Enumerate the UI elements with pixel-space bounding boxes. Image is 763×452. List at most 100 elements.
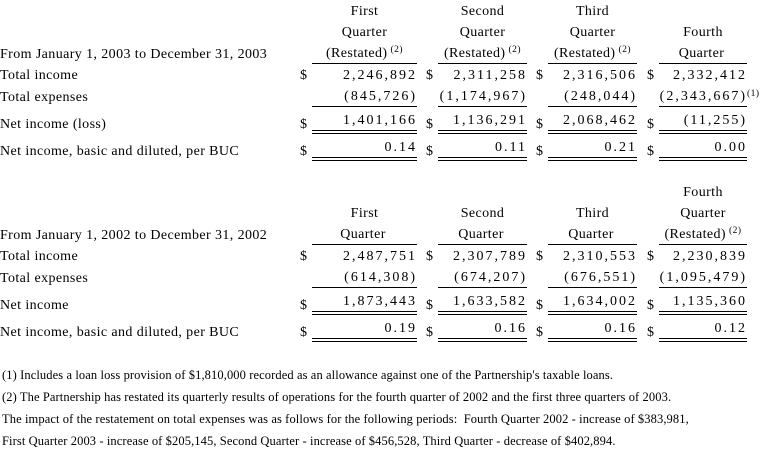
- currency-symbol: $: [647, 68, 654, 83]
- row-label: Total expenses: [0, 90, 89, 105]
- currency-symbol: $: [426, 68, 433, 83]
- amount-value: (2,343,667): [659, 89, 747, 104]
- row-label: Total expenses: [0, 271, 89, 286]
- spacer-cell: [527, 134, 536, 161]
- currency-symbol: $: [536, 68, 543, 83]
- spacer-cell: [527, 266, 536, 288]
- spacer-cell: [747, 134, 763, 161]
- row-label: Net income: [0, 298, 69, 313]
- spacer-cell: [527, 223, 536, 245]
- amount-value: 2,316,506: [563, 68, 637, 83]
- amount-cell: 2,230,839: [659, 245, 747, 266]
- amount-cell: 2,307,789: [438, 245, 527, 266]
- amount-cell: 1,135,360: [659, 288, 747, 315]
- spacer-cell: [747, 315, 763, 342]
- currency-symbol: $: [426, 117, 433, 132]
- header-row-1: Fourth: [0, 181, 763, 202]
- spacer-cell: [637, 107, 647, 134]
- currency-symbol: $: [647, 298, 654, 313]
- table-row-net-income: Net income $ 1,873,443 $ 1,633,582 $ 1,6…: [0, 288, 763, 315]
- currency-symbol: $: [300, 298, 307, 313]
- amount-cell: (1,174,967): [438, 85, 527, 107]
- amount-value: 1,634,002: [563, 294, 637, 309]
- spacer-cell: [417, 288, 426, 315]
- currency-symbol: $: [647, 117, 654, 132]
- table-row-total-expenses: Total expenses (845,726) (1,174,967) (24…: [0, 85, 763, 107]
- spacer-cell: [647, 223, 659, 245]
- spacer-cell: [747, 202, 763, 223]
- amount-cell: 0.16: [438, 315, 527, 342]
- table-row-total-income: Total income $ 2,246,892 $ 2,311,258 $ 2…: [0, 64, 763, 85]
- amount-value: 1,873,443: [343, 294, 417, 309]
- amount-value: (248,044): [564, 89, 637, 104]
- amount-cell: 0.14: [312, 134, 417, 161]
- amount-cell: 2,311,258: [438, 64, 527, 85]
- spacer-cell: [536, 202, 548, 223]
- spacer-cell: [637, 315, 647, 342]
- quarter-header-q1-line2: First: [350, 206, 379, 221]
- amount-value: 2,310,553: [563, 249, 637, 264]
- quarter-header-q4-line3: (Restated) (2): [659, 223, 747, 245]
- spacer-cell: [0, 181, 300, 202]
- amount-cell: (676,551): [548, 266, 637, 288]
- spacer-cell: [0, 0, 300, 21]
- quarter-header-q1-line2: Quarter: [341, 25, 388, 40]
- spacer-cell: [647, 21, 659, 42]
- amount-value: (676,551): [564, 270, 637, 285]
- quarter-header-q3-line3: Quarter: [548, 223, 637, 245]
- amount-value: 0.16: [604, 321, 637, 336]
- spacer-cell: [417, 245, 426, 266]
- amount-value: 1,633,582: [453, 294, 527, 309]
- spacer-cell: [426, 223, 438, 245]
- currency-symbol: $: [536, 325, 543, 340]
- amount-cell: 1,136,291: [438, 107, 527, 134]
- period-label: From January 1, 2003 to December 31, 200…: [0, 47, 268, 62]
- spacer-cell: [527, 202, 536, 223]
- spacer-cell: [637, 21, 647, 42]
- header-text: (Restated): [664, 227, 726, 242]
- currency-symbol: $: [426, 249, 433, 264]
- amount-value: 2,332,412: [673, 68, 747, 83]
- quarter-header-q3-line3: (Restated) (2): [548, 42, 637, 64]
- amount-cell: 0.00: [659, 134, 747, 161]
- amount-value: 0.16: [494, 321, 527, 336]
- spacer-cell: [647, 0, 659, 21]
- currency-symbol: [536, 85, 548, 107]
- currency-symbol: $: [536, 144, 543, 159]
- header-text: Quarter: [568, 227, 614, 242]
- spacer-cell: [300, 42, 312, 64]
- quarter-header-q3-line1: [548, 181, 637, 202]
- amount-cell: (11,255): [659, 107, 747, 134]
- quarter-header-q1-line3: Quarter: [312, 223, 417, 245]
- spacer-cell: [637, 0, 647, 21]
- spacer-cell: [747, 181, 763, 202]
- currency-symbol: $: [647, 325, 654, 340]
- period-label: From January 1, 2002 to December 31, 200…: [0, 228, 268, 243]
- spacer-cell: [300, 21, 312, 42]
- spacer-cell: [0, 21, 300, 42]
- row-label: Net income, basic and diluted, per BUC: [0, 144, 240, 159]
- currency-symbol: $: [426, 144, 433, 159]
- quarter-header-q4-line1: [659, 0, 747, 21]
- quarter-header-q2-line1: [438, 181, 527, 202]
- table-row-net-income-per-buc: Net income, basic and diluted, per BUC $…: [0, 315, 763, 342]
- spacer-cell: [647, 42, 659, 64]
- amount-cell: 0.12: [659, 315, 747, 342]
- amount-cell: 1,633,582: [438, 288, 527, 315]
- quarter-header-q4-line3: Quarter: [659, 42, 747, 64]
- spacer-cell: [300, 181, 312, 202]
- spacer-cell: [417, 0, 426, 21]
- footnote-line-2: (2) The Partnership has restated its qua…: [2, 390, 672, 404]
- table-row-total-income: Total income $ 2,487,751 $ 2,307,789 $ 2…: [0, 245, 763, 266]
- amount-cell: 1,634,002: [548, 288, 637, 315]
- spacer-cell: [417, 64, 426, 85]
- currency-symbol: $: [426, 298, 433, 313]
- currency-symbol: [647, 85, 659, 107]
- restated-footnote-marker: (2): [390, 45, 404, 55]
- amount-value: 0.11: [495, 140, 527, 155]
- amount-cell: 2,316,506: [548, 64, 637, 85]
- spacer-cell: [637, 245, 647, 266]
- currency-symbol: $: [300, 249, 307, 264]
- row-label: Total income: [0, 249, 79, 264]
- amount-value: (845,726): [344, 89, 417, 104]
